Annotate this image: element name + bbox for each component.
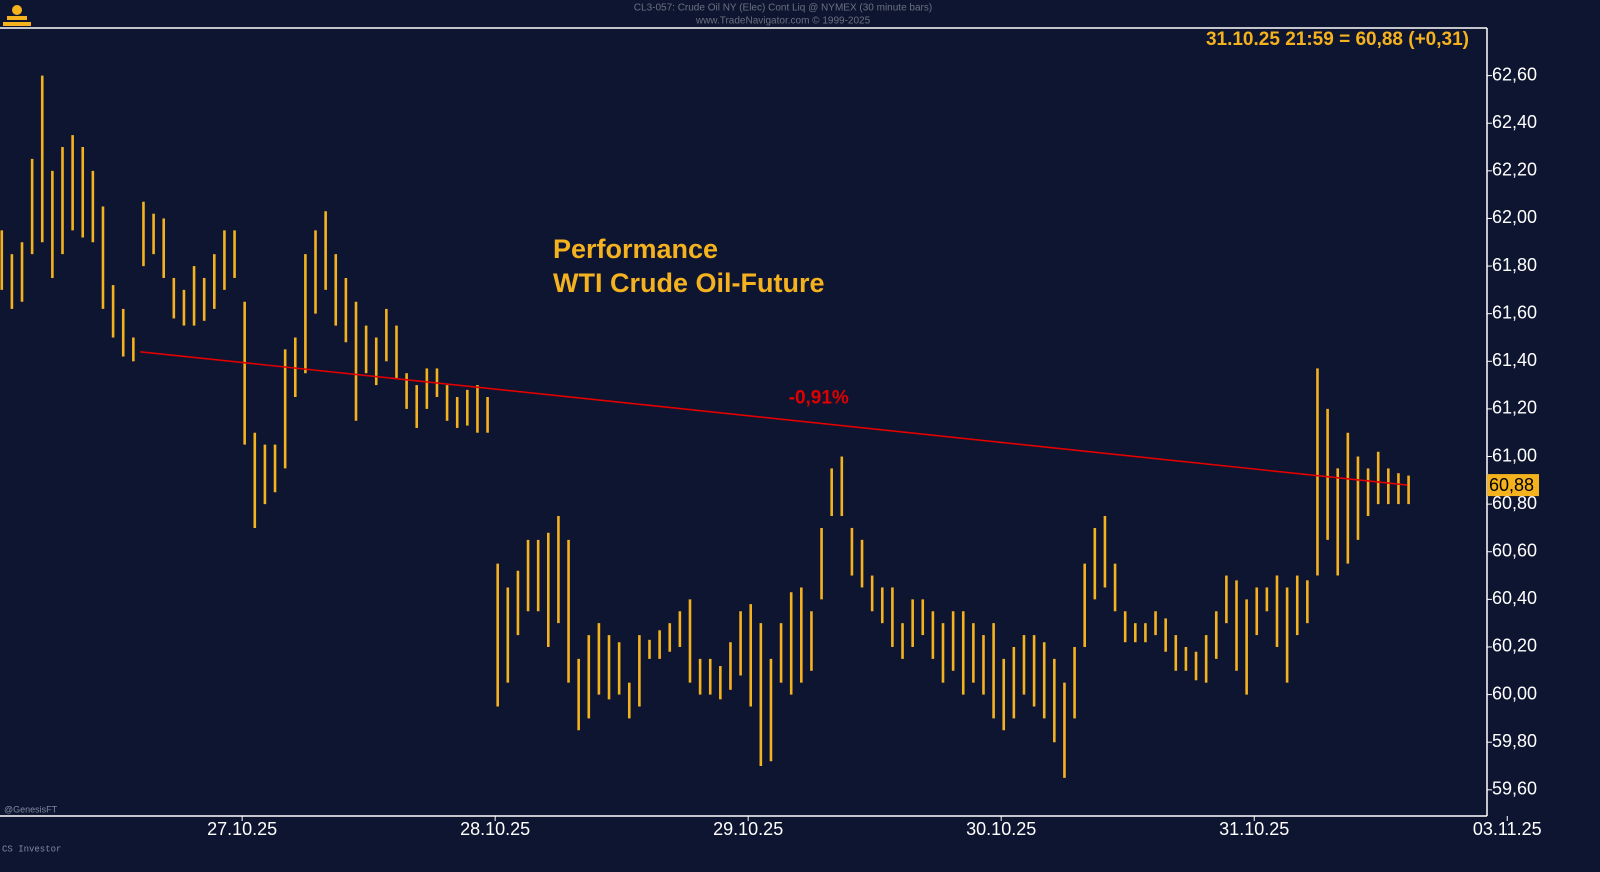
footer-text: @GenesisFT	[4, 804, 58, 814]
trend-line	[140, 350, 1408, 486]
y-tick-label: 61,00	[1492, 445, 1537, 465]
last-price-tag	[1487, 474, 1539, 497]
last-price-label: 60,88	[1489, 475, 1534, 495]
y-tick-label: 60,00	[1492, 683, 1537, 703]
x-tick-label: 31.10.25	[1219, 819, 1289, 839]
y-tick-label: 62,40	[1492, 112, 1537, 132]
annotation: Performance	[553, 234, 718, 264]
x-tick-label: 28.10.25	[460, 819, 530, 839]
y-tick-label: 61,60	[1492, 302, 1537, 322]
footer-text: CS Investor	[2, 844, 61, 854]
y-tick-label: 61,20	[1492, 398, 1537, 418]
y-tick-label: 60,60	[1492, 540, 1537, 560]
annotation: WTI Crude Oil-Future	[553, 268, 824, 298]
trend-label: -0,91%	[789, 387, 849, 408]
y-tick-label: 62,60	[1492, 64, 1537, 84]
y-tick-label: 60,40	[1492, 588, 1537, 608]
y-tick-label: 62,20	[1492, 160, 1537, 180]
y-tick-label: 60,20	[1492, 636, 1537, 656]
chart-subtitle: www.TradeNavigator.com © 1999-2025	[695, 16, 871, 27]
logo	[3, 5, 31, 26]
y-tick-label: 61,40	[1492, 350, 1537, 370]
x-tick-label: 27.10.25	[207, 819, 277, 839]
x-tick-label: 03.11.25	[1473, 819, 1542, 839]
y-tick-label: 61,80	[1492, 255, 1537, 275]
y-tick-label: 62,00	[1492, 207, 1537, 227]
x-tick-label: 29.10.25	[713, 819, 783, 839]
y-tick-label: 59,60	[1492, 779, 1537, 799]
y-tick-label: 60,80	[1492, 493, 1537, 513]
y-tick-label: 59,80	[1492, 731, 1537, 751]
chart-title: CL3-057: Crude Oil NY (Elec) Cont Liq @ …	[634, 3, 932, 14]
header-text: 31.10.25 21:59 = 60,88 (+0,31)	[1206, 29, 1469, 50]
x-tick-label: 30.10.25	[966, 819, 1036, 839]
